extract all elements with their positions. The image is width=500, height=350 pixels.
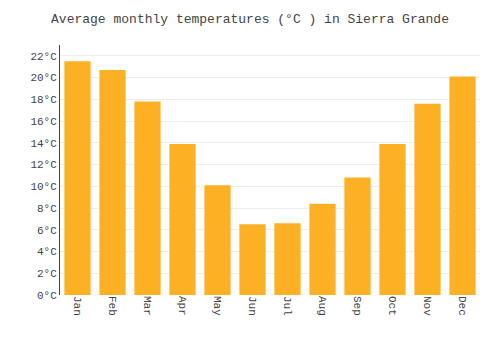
svg-text:Aug: Aug (316, 296, 328, 316)
svg-text:14°C: 14°C (30, 138, 57, 150)
svg-text:Jun: Jun (246, 296, 258, 316)
svg-text:Apr: Apr (176, 296, 188, 316)
svg-text:0°C: 0°C (37, 290, 57, 302)
svg-text:Nov: Nov (421, 296, 433, 316)
svg-text:May: May (211, 296, 223, 316)
svg-text:Oct: Oct (386, 296, 398, 316)
svg-text:Jan: Jan (71, 296, 83, 316)
svg-text:Feb: Feb (106, 296, 118, 316)
svg-text:12°C: 12°C (30, 159, 57, 171)
svg-text:Jul: Jul (281, 296, 293, 316)
svg-text:10°C: 10°C (30, 181, 57, 193)
svg-text:Average monthly temperatures (: Average monthly temperatures (°C ) in Si… (51, 12, 449, 27)
svg-text:Sep: Sep (351, 296, 363, 316)
svg-text:4°C: 4°C (37, 246, 57, 258)
svg-text:Dec: Dec (456, 296, 468, 316)
svg-text:8°C: 8°C (37, 203, 57, 215)
svg-text:18°C: 18°C (30, 94, 57, 106)
svg-text:Mar: Mar (141, 296, 153, 316)
svg-text:6°C: 6°C (37, 225, 57, 237)
svg-text:22°C: 22°C (30, 51, 57, 63)
svg-text:16°C: 16°C (30, 116, 57, 128)
svg-text:2°C: 2°C (37, 268, 57, 280)
svg-text:20°C: 20°C (30, 72, 57, 84)
